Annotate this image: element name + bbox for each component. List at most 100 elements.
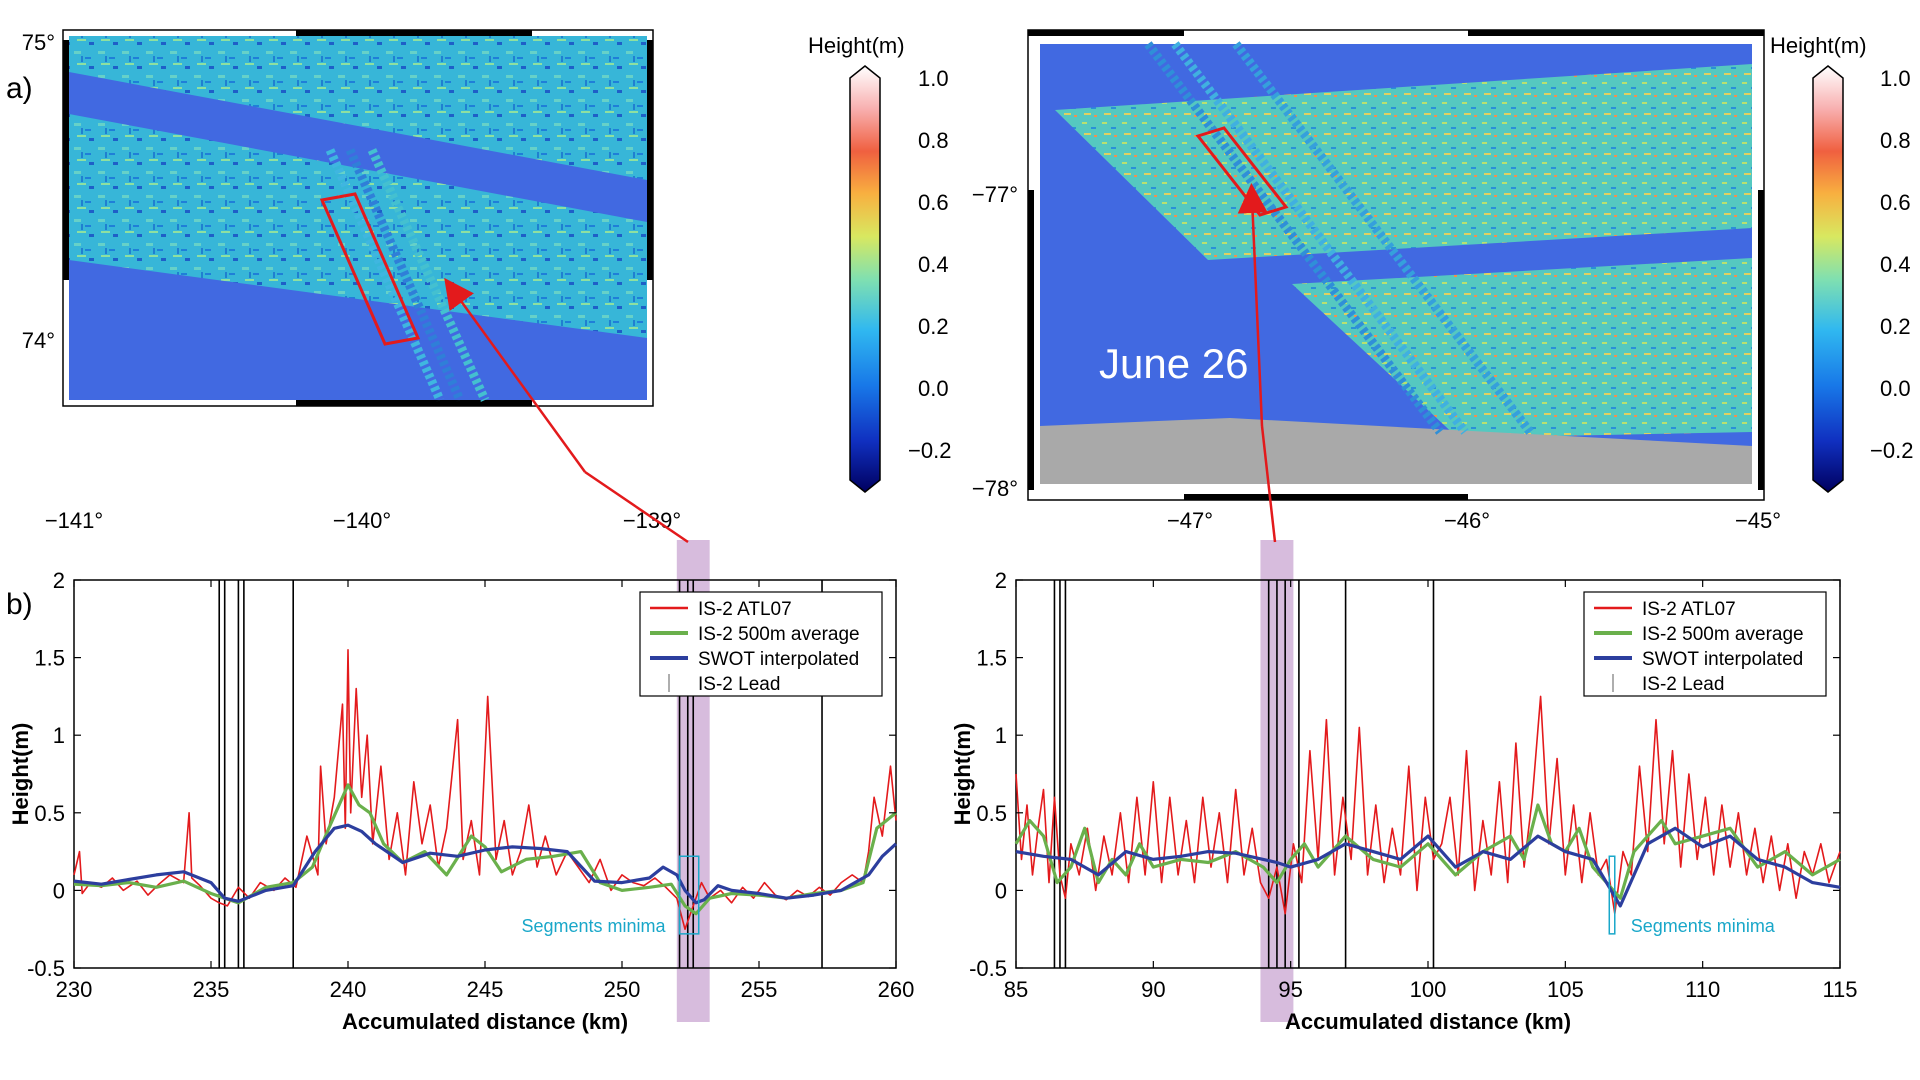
colorbar-b-tick-1: 1.0	[1880, 66, 1911, 91]
chart-a-ytick-label-5: 1.5	[34, 646, 65, 671]
colorbar-a-tick-3: 0.6	[918, 190, 949, 215]
chart-a-xtick-label-4: 245	[467, 977, 504, 1002]
map-b-is2-tracks	[1144, 41, 1534, 435]
colorbar-a-title: Height(m)	[808, 33, 905, 58]
colorbar-b-tick-3: 0.6	[1880, 190, 1911, 215]
chart-b-ytick-label-3: 0.5	[976, 801, 1007, 826]
colorbar-b-ticks: 1.0 0.8 0.6 0.4 0.2 0.0 −0.2	[1870, 66, 1913, 463]
colorbar-b-tick-6: 0.0	[1880, 376, 1911, 401]
chart-b-legend-label-3: SWOT interpolated	[1642, 649, 1803, 670]
chart-a-ytick-label-6: 2	[53, 568, 65, 593]
map-b-connector-line	[1260, 425, 1277, 543]
colorbar-b-tick-2: 0.8	[1880, 128, 1911, 153]
chart-b-ytick-label-5: 1.5	[976, 646, 1007, 671]
map-b-border-right	[1758, 190, 1764, 490]
chart-a-legend: IS-2 ATL07 IS-2 500m average SWOT interpol…	[639, 591, 883, 697]
map-b-lon-tick-1: −47°	[1167, 508, 1213, 533]
chart-a-segments-box	[678, 855, 700, 935]
panel-label-b: b)	[6, 588, 33, 621]
chart-b-xtick-label-1: 85	[1004, 977, 1028, 1002]
map-a-border-bottom	[296, 400, 532, 406]
colorbar-b-tick-5: 0.2	[1880, 314, 1911, 339]
chart-b: 85 90 95 100 105 110 115 -0.5 0 0.5 1 1.5 2 Accumulat…	[950, 540, 1858, 1034]
map-b-date-label: June 26	[1099, 340, 1248, 387]
chart-b-segments-box	[1608, 855, 1616, 935]
chart-b-xtick-label-3: 95	[1278, 977, 1302, 1002]
chart-b-ylabel: Height(m)	[950, 723, 975, 826]
colorbar-a-ticks: 1.0 0.8 0.6 0.4 0.2 0.0 −0.2	[908, 66, 951, 463]
map-a-track-2	[345, 148, 465, 402]
map-b-border-bottom	[1184, 494, 1468, 500]
chart-b-legend: IS-2 ATL07 IS-2 500m average SWOT interpol…	[1583, 591, 1827, 697]
colorbar-b-bar	[1812, 65, 1844, 493]
map-b-border-top-2	[1468, 30, 1764, 36]
chart-b-xtick-label-6: 110	[1685, 977, 1720, 1002]
chart-b-ytick-label-2: 0	[995, 878, 1007, 903]
map-panel-b: June 26 −77° −78° −47° −46° −45°	[972, 29, 1781, 533]
map-panel-a: April 9 75° 74° −141° −140° −139°	[22, 29, 681, 533]
map-b-lon-tick-2: −46°	[1444, 508, 1490, 533]
chart-a-legend-box	[639, 591, 883, 697]
map-a-border-right	[647, 40, 653, 280]
colorbar-a-bar	[849, 65, 881, 493]
chart-a-xtick-label-1: 230	[56, 977, 93, 1002]
map-a-connector-arrow	[444, 277, 587, 473]
chart-a-segments-annotation: Segments minima	[521, 916, 666, 936]
colorbar-a-tick-5: 0.2	[918, 314, 949, 339]
colorbar-a-tick-1: 1.0	[918, 66, 949, 91]
chart-a: 230 235 240 245 250 255 260 -0.5 0 0.5 1 1.5 2 Accumu…	[8, 540, 914, 1034]
chart-a-xlabel: Accumulated distance (km)	[342, 1009, 628, 1034]
chart-b-segments-annotation: Segments minima	[1631, 916, 1776, 936]
map-a-lon-tick-1: −141°	[45, 508, 103, 533]
colorbar-a-tick-6: 0.0	[918, 376, 949, 401]
chart-b-legend-label-4: IS-2 Lead	[1642, 674, 1724, 695]
panel-label-a: a)	[6, 72, 33, 105]
map-a-selection-box	[319, 192, 421, 346]
map-b-track-2	[1171, 41, 1469, 435]
map-a-lat-tick-2: 74°	[22, 328, 55, 353]
chart-b-legend-label-2: IS-2 500m average	[1642, 624, 1804, 645]
chart-a-ytick-label-2: 0	[53, 878, 65, 903]
chart-b-ytick-label-1: -0.5	[969, 956, 1007, 981]
chart-a-series-swot-interpolated	[73, 823, 898, 905]
map-b-connector-arrow	[1237, 183, 1268, 427]
chart-a-legend-label-2: IS-2 500m average	[698, 624, 860, 645]
chart-b-ytick-label-6: 2	[995, 568, 1007, 593]
map-a-border-left	[63, 40, 69, 280]
map-a-track-1	[325, 148, 445, 402]
map-b-lat-tick-2: −78°	[972, 476, 1018, 501]
chart-b-xtick-label-5: 105	[1547, 977, 1584, 1002]
chart-b-series-swot-interpolated	[1015, 826, 1841, 908]
chart-b-xtick-label-4: 100	[1410, 977, 1447, 1002]
chart-b-legend-box	[1583, 591, 1827, 697]
chart-b-ytick-label-4: 1	[995, 723, 1007, 748]
colorbar-b-title: Height(m)	[1770, 33, 1867, 58]
colorbar-a-tick-4: 0.4	[918, 252, 949, 277]
colorbar-b-tick-7: −0.2	[1870, 438, 1913, 463]
map-a-track-3	[367, 148, 490, 402]
map-a-swot-gap	[69, 72, 647, 222]
map-b-track-1	[1144, 41, 1444, 435]
map-b-border-left	[1028, 190, 1034, 490]
map-b-land	[1040, 418, 1752, 484]
chart-b-xtick-label-2: 90	[1141, 977, 1165, 1002]
map-b-lon-tick-3: −45°	[1735, 508, 1781, 533]
map-a-date-label: April 9	[95, 414, 214, 461]
map-a-lon-tick-2: −140°	[333, 508, 391, 533]
chart-b-series-is-2-atl07	[1015, 695, 1841, 915]
chart-a-xtick-label-6: 255	[741, 977, 778, 1002]
map-a-connector-line	[584, 470, 689, 544]
colorbar-b-tick-4: 0.4	[1880, 252, 1911, 277]
chart-a-ytick-label-3: 0.5	[34, 801, 65, 826]
colorbar-a: Height(m) 1.0 0.8 0.6 0.4 0.2 0.0 −0.2	[808, 33, 951, 493]
chart-a-xtick-label-5: 250	[604, 977, 641, 1002]
chart-a-ytick-label-4: 1	[53, 723, 65, 748]
chart-a-xtick-label-2: 235	[193, 977, 230, 1002]
chart-a-xtick-label-7: 260	[878, 977, 915, 1002]
map-a-border-top	[296, 30, 532, 36]
chart-b-xtick-label-7: 115	[1822, 977, 1857, 1002]
map-a-lat-tick-1: 75°	[22, 30, 55, 55]
colorbar-b: Height(m) 1.0 0.8 0.6 0.4 0.2 0.0 −0.2	[1770, 33, 1913, 493]
chart-b-xlabel: Accumulated distance (km)	[1285, 1009, 1571, 1034]
